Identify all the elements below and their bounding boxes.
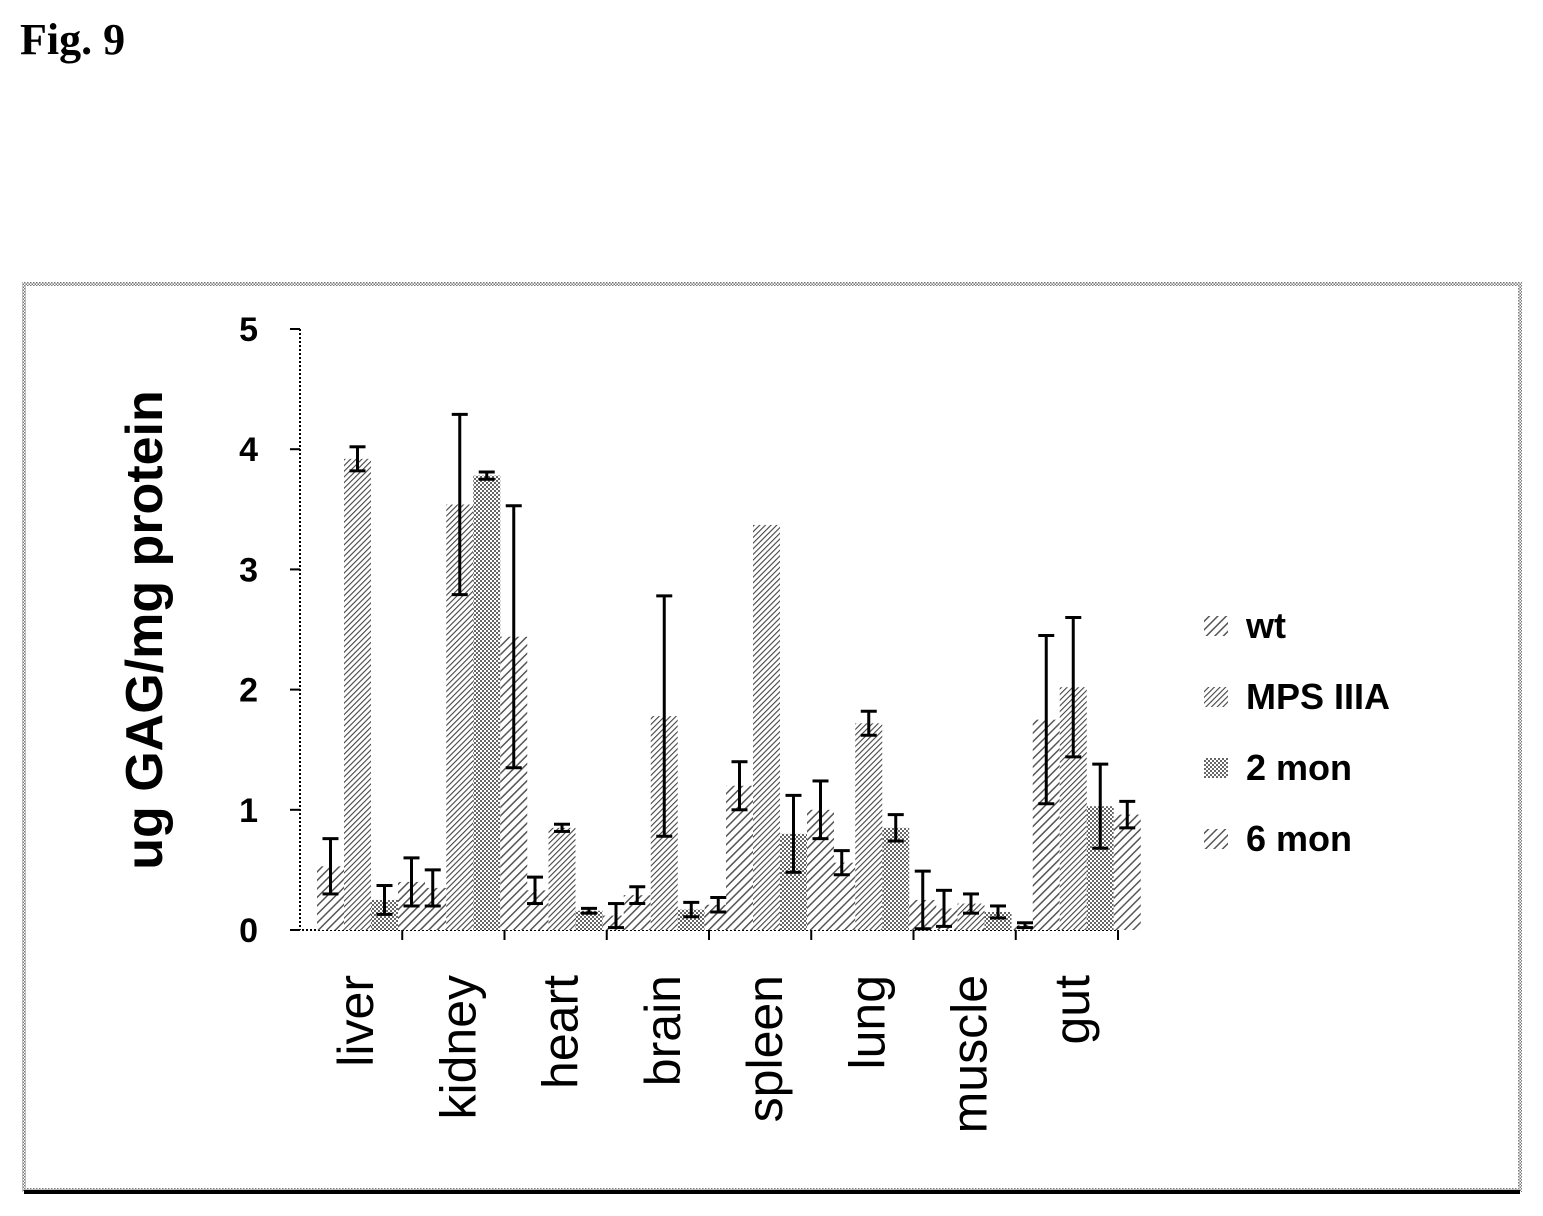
error-bar-liver-0	[322, 837, 339, 896]
error-bar-heart-3	[608, 902, 624, 930]
error-bar-gut-0	[1038, 634, 1055, 806]
error-bar-liver-3	[403, 856, 420, 908]
error-bar-kidney-2	[478, 470, 495, 481]
error-bar-brain-1	[656, 594, 673, 838]
category-label-heart: heart	[533, 975, 589, 1089]
bottom-rule	[24, 1190, 1520, 1194]
bar-brain-2	[677, 909, 705, 930]
error-bar-gut-1	[1065, 615, 1082, 759]
legend-label-2: 2 mon	[1246, 747, 1352, 788]
bar-heart-1	[548, 827, 576, 930]
error-bar-heart-2	[581, 906, 597, 915]
error-bar-liver-2	[376, 884, 393, 916]
figure-label: Fig. 9	[20, 15, 126, 64]
legend-swatch-2	[1204, 758, 1228, 778]
legend-label-1: MPS IIIA	[1246, 676, 1390, 717]
legend-label-3: 6 mon	[1246, 818, 1352, 859]
y-tick-label: 1	[239, 792, 258, 830]
legend-label-0: wt	[1245, 605, 1286, 646]
error-bar-kidney-0	[424, 868, 441, 908]
category-label-lung: lung	[839, 975, 895, 1070]
legend-swatch-0	[1204, 616, 1228, 636]
bar-lung-1	[855, 723, 883, 930]
error-bar-kidney-1	[451, 412, 468, 597]
error-bar-gut-3	[1119, 799, 1136, 830]
bar-heart-2	[575, 910, 603, 930]
legend-swatch-3	[1204, 829, 1228, 849]
error-bar-kidney-3	[505, 504, 522, 770]
y-tick-label: 0	[239, 912, 258, 950]
y-tick-label: 4	[239, 431, 258, 469]
category-label-kidney: kidney	[430, 975, 486, 1120]
error-bar-lung-2	[887, 813, 904, 843]
y-tick-label: 3	[239, 551, 258, 589]
error-bar-muscle-3	[1017, 921, 1033, 930]
category-label-muscle: muscle	[942, 975, 998, 1133]
error-bar-brain-3	[710, 896, 727, 914]
bar-gut-3	[1113, 814, 1141, 930]
error-bar-brain-0	[629, 885, 646, 906]
error-bar-spleen-2	[785, 793, 802, 874]
error-bar-muscle-0	[936, 888, 952, 928]
bar-lung-2	[882, 827, 910, 930]
bar-kidney-2	[473, 475, 501, 930]
error-bar-heart-1	[554, 822, 570, 833]
error-bar-liver-1	[349, 445, 366, 473]
error-bar-lung-0	[833, 849, 850, 877]
error-bar-lung-1	[860, 709, 877, 737]
error-bar-spleen-0	[731, 760, 748, 812]
y-axis-label: ug GAG/mg protein	[116, 390, 174, 870]
category-label-spleen: spleen	[737, 975, 793, 1122]
category-label-gut: gut	[1044, 975, 1100, 1045]
y-tick-label: 5	[239, 311, 258, 349]
bar-liver-1	[344, 458, 371, 930]
error-bar-heart-0	[527, 875, 543, 906]
category-label-liver: liver	[328, 975, 384, 1067]
error-bar-muscle-2	[990, 904, 1006, 920]
y-tick-label: 2	[239, 672, 258, 710]
error-bar-spleen-3	[812, 779, 829, 841]
category-label-brain: brain	[635, 975, 691, 1086]
error-bar-lung-3	[914, 869, 931, 931]
bar-muscle-2	[984, 911, 1012, 930]
error-bar-gut-2	[1092, 762, 1109, 850]
bar-spleen-1	[753, 524, 780, 930]
error-bar-muscle-1	[963, 892, 979, 915]
error-bar-brain-2	[683, 900, 700, 919]
legend-swatch-1	[1204, 687, 1228, 707]
